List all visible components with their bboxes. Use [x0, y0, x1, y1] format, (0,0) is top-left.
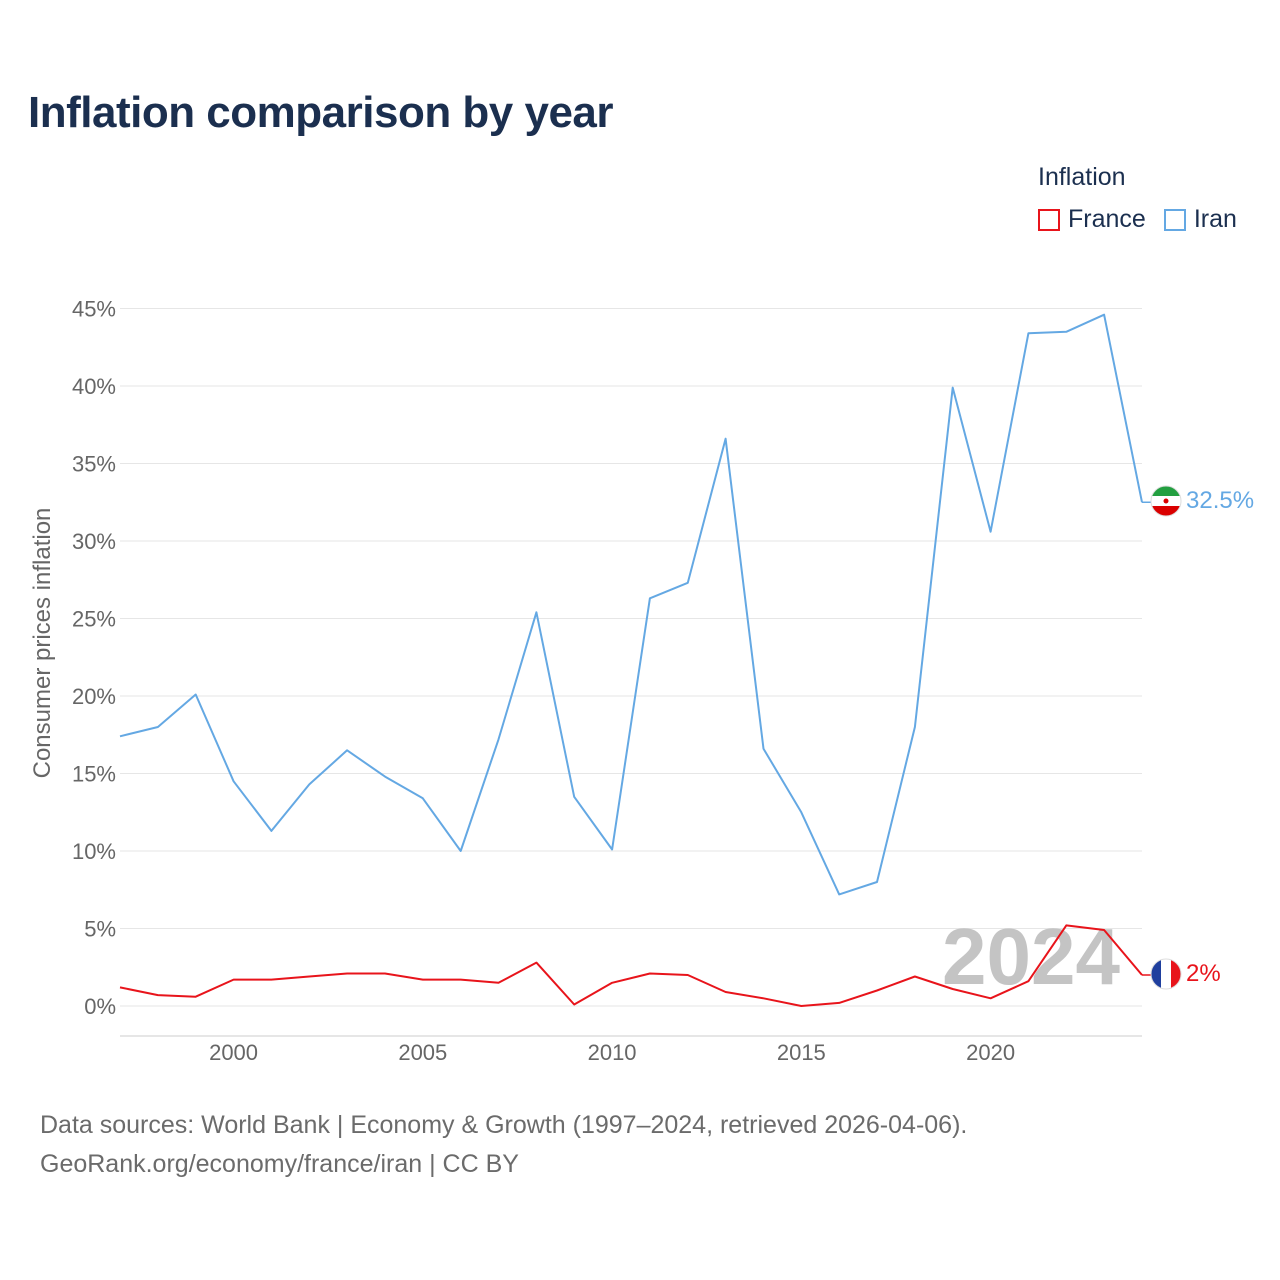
data-sources: Data sources: World Bank | Economy & Gro…	[40, 1106, 967, 1184]
sources-line-1: Data sources: World Bank | Economy & Gro…	[40, 1111, 968, 1139]
legend-item-iran[interactable]: Iran	[1163, 205, 1237, 234]
sources-line-2[interactable]: GeoRank.org/economy/france/iran | CC BY	[40, 1150, 519, 1178]
y-tick-label: 0%	[84, 994, 116, 1019]
legend-swatch-france	[1038, 208, 1060, 231]
x-axis-ticks: 2000 2005 2010 2015 2020	[209, 1040, 1015, 1065]
y-tick-label: 20%	[72, 684, 116, 709]
y-tick-label: 35%	[72, 452, 116, 477]
series-lines	[119, 313, 1151, 1007]
y-tick-label: 15%	[72, 762, 116, 787]
y-tick-label: 10%	[72, 839, 116, 864]
x-tick-label: 2010	[588, 1040, 637, 1065]
y-tick-label: 45%	[72, 297, 116, 322]
y-tick-label: 5%	[84, 917, 116, 942]
legend: France Iran	[1038, 205, 1255, 234]
legend-title: Inflation	[1038, 163, 1126, 191]
france-end-label: 2%	[1186, 960, 1221, 987]
legend-label-iran: Iran	[1193, 205, 1237, 233]
x-tick-label: 2015	[777, 1040, 826, 1065]
iran-flag-icon	[1150, 485, 1182, 517]
chart-title: Inflation comparison by year	[28, 88, 614, 137]
x-tick-label: 2000	[209, 1040, 258, 1065]
x-tick-label: 2020	[966, 1040, 1015, 1065]
y-tick-label: 25%	[72, 607, 116, 632]
legend-label-france: France	[1068, 205, 1146, 233]
legend-swatch-iran	[1163, 208, 1186, 231]
y-tick-label: 40%	[72, 374, 116, 399]
france-flag-icon	[1150, 958, 1182, 990]
y-axis-label: Consumer prices inflation	[29, 508, 56, 779]
series-line-iran[interactable]	[119, 313, 1143, 896]
year-watermark: 2024	[942, 912, 1120, 1001]
iran-end-label: 32.5%	[1186, 487, 1254, 514]
y-axis-ticks: 0% 5% 10% 15% 20% 25% 30% 35% 40% 45%	[72, 297, 116, 1020]
gridlines	[120, 308, 1142, 1037]
series-line-france[interactable]	[119, 924, 1143, 1007]
y-tick-label: 30%	[72, 529, 116, 554]
legend-item-france[interactable]: France	[1038, 205, 1146, 234]
x-tick-label: 2005	[398, 1040, 447, 1065]
